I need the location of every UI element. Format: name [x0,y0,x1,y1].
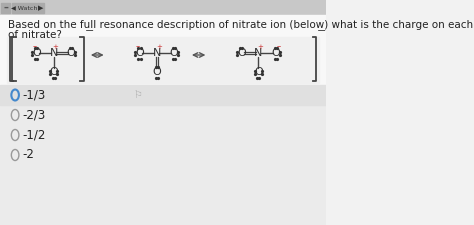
Text: O: O [271,48,280,58]
Text: ⚐: ⚐ [133,90,142,100]
Text: O: O [66,48,75,58]
Text: N: N [254,48,263,58]
Bar [37,3,44,13]
Bar [0,85,326,105]
Text: −: − [317,26,326,36]
Text: -1/2: -1/2 [22,128,46,142]
Text: O: O [135,48,144,58]
Text: N: N [49,48,58,58]
Text: +: + [53,44,59,50]
Bar [1,3,10,13]
Bar [7,37,319,83]
Text: of nitrate?: of nitrate? [8,30,62,40]
Text: ▶: ▶ [38,5,43,11]
Bar [12,3,36,13]
Text: –: – [33,43,37,52]
Text: −: − [84,26,94,36]
Text: +: + [257,44,264,50]
Text: -2: -2 [22,148,34,162]
Text: –: – [3,3,8,13]
Text: ◀ Watch: ◀ Watch [10,5,37,11]
Text: O: O [170,48,178,58]
Text: O: O [254,67,263,77]
Text: -1/3: -1/3 [22,88,45,101]
Text: +: + [156,44,162,50]
Bar [0,0,326,15]
Text: O: O [152,67,161,77]
Text: –: – [277,43,281,52]
Text: N: N [153,48,161,58]
Text: O: O [32,48,41,58]
Bar [0,15,326,85]
Text: O: O [49,67,58,77]
Text: -2/3: -2/3 [22,108,45,122]
Text: O: O [237,48,246,58]
Bar [0,105,326,225]
Text: Based on the full resonance description of nitrate ion (below) what is the charg: Based on the full resonance description … [8,20,474,30]
Text: –: – [136,43,140,52]
